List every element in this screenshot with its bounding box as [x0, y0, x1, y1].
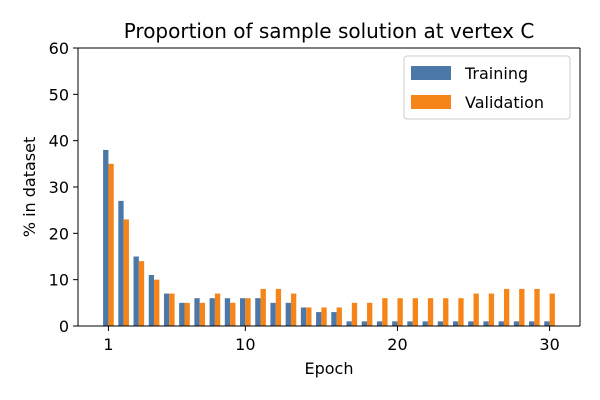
y-tick-label: 50 [49, 85, 69, 104]
training-bar-epoch-20 [392, 321, 398, 326]
x-axis-label: Epoch [305, 359, 354, 378]
validation-bar-epoch-30 [549, 293, 555, 326]
validation-bar-epoch-27 [503, 288, 510, 326]
x-tick-label: 30 [539, 335, 559, 354]
bars-group [103, 149, 555, 326]
training-legend-swatch [411, 66, 451, 80]
training-bar-epoch-15 [316, 312, 322, 326]
training-bar-epoch-26 [483, 321, 489, 326]
validation-bar-epoch-22 [427, 298, 434, 326]
training-bar-epoch-16 [331, 312, 337, 326]
y-tick-label: 60 [49, 39, 69, 58]
training-bar-epoch-7 [194, 298, 200, 326]
legend: Training Validation [403, 55, 571, 120]
y-tick-label: 20 [49, 224, 69, 243]
training-bar-epoch-6 [179, 302, 185, 326]
y-tick-label: 30 [49, 178, 69, 197]
validation-bar-epoch-12 [275, 288, 282, 326]
validation-bar-epoch-18 [367, 302, 373, 326]
training-bar-epoch-2 [118, 200, 124, 326]
validation-bar-epoch-17 [351, 302, 358, 326]
x-tick-label: 10 [235, 335, 255, 354]
x-tick-label: 1 [103, 335, 113, 354]
training-bar-epoch-18 [361, 321, 368, 326]
validation-bar-epoch-16 [336, 307, 342, 326]
training-bar-epoch-4 [148, 275, 155, 326]
validation-bar-epoch-10 [245, 298, 251, 326]
validation-bar-epoch-28 [519, 288, 525, 326]
validation-bar-epoch-4 [154, 279, 160, 326]
training-bar-epoch-3 [133, 256, 139, 326]
validation-bar-epoch-6 [184, 302, 190, 326]
training-bar-epoch-25 [468, 321, 474, 326]
validation-bar-epoch-25 [473, 293, 479, 326]
y-axis-label: % in dataset [20, 137, 39, 237]
validation-legend-label: Validation [465, 93, 544, 112]
x-tick-label: 20 [387, 335, 407, 354]
validation-bar-epoch-9 [230, 302, 236, 326]
training-bar-epoch-13 [285, 302, 291, 326]
chart-title: Proportion of sample solution at vertex … [124, 19, 535, 43]
y-tick-label: 40 [49, 132, 69, 151]
validation-bar-epoch-5 [169, 293, 175, 326]
training-bar-epoch-29 [529, 321, 535, 326]
validation-bar-epoch-1 [108, 163, 114, 326]
training-bar-epoch-9 [224, 298, 231, 326]
validation-bar-epoch-29 [534, 288, 540, 326]
y-tick-label: 10 [49, 271, 69, 290]
training-bar-epoch-22 [422, 321, 428, 326]
training-bar-epoch-17 [346, 321, 352, 326]
training-bar-epoch-11 [255, 298, 261, 326]
validation-bar-epoch-15 [321, 307, 327, 326]
training-bar-epoch-30 [544, 321, 550, 326]
validation-bar-epoch-20 [397, 298, 403, 326]
validation-bar-epoch-14 [306, 307, 312, 326]
validation-legend-swatch [411, 95, 451, 109]
training-bar-epoch-14 [300, 307, 307, 326]
training-bar-epoch-1 [103, 149, 109, 326]
training-legend-label: Training [464, 64, 528, 83]
training-bar-epoch-8 [209, 298, 215, 326]
training-bar-epoch-5 [163, 293, 170, 326]
training-bar-epoch-10 [240, 298, 246, 326]
validation-bar-epoch-13 [290, 293, 297, 326]
training-bar-epoch-24 [452, 321, 459, 326]
validation-bar-epoch-3 [138, 261, 145, 326]
validation-bar-epoch-21 [412, 298, 418, 326]
training-bar-epoch-28 [513, 321, 520, 326]
validation-bar-epoch-8 [214, 293, 221, 326]
training-bar-epoch-19 [376, 321, 383, 326]
training-bar-epoch-27 [498, 321, 504, 326]
validation-bar-epoch-11 [260, 288, 266, 326]
validation-bar-epoch-26 [488, 293, 495, 326]
training-bar-epoch-12 [270, 302, 276, 326]
validation-bar-epoch-2 [123, 219, 129, 326]
training-bar-epoch-23 [437, 321, 444, 326]
y-tick-label: 0 [59, 317, 69, 336]
validation-bar-epoch-19 [382, 298, 388, 326]
validation-bar-epoch-7 [199, 302, 206, 326]
training-bar-epoch-21 [407, 321, 413, 326]
validation-bar-epoch-24 [458, 298, 464, 326]
axes-group: 0 10 20 30 40 50 60 1 10 20 30 [49, 39, 581, 354]
validation-bar-epoch-23 [443, 298, 449, 326]
